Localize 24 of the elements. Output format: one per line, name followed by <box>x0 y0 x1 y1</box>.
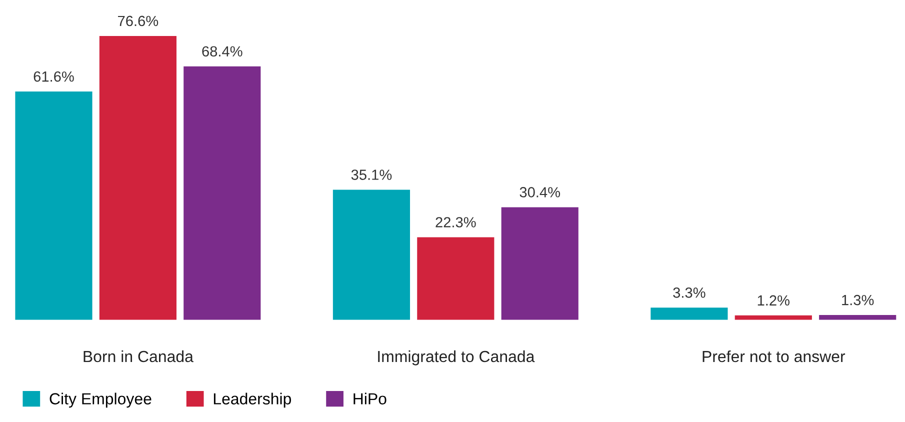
legend-label: City Employee <box>50 392 152 408</box>
data-label: 22.3% <box>436 217 476 228</box>
data-label: 35.1% <box>351 170 392 180</box>
x-tick-label: Immigrated to Canada <box>378 350 535 366</box>
data-label: 76.6% <box>118 16 158 26</box>
bar <box>99 36 176 320</box>
bar <box>15 92 92 320</box>
data-label: 1.3% <box>842 294 874 306</box>
bar <box>184 66 261 320</box>
data-label: 1.2% <box>758 295 790 306</box>
data-label: 30.4% <box>520 187 560 198</box>
bar <box>819 315 896 320</box>
legend-label: Leadership <box>214 392 292 408</box>
x-tick-label: Born in Canada <box>84 350 194 362</box>
bar <box>734 315 812 320</box>
bar <box>650 308 728 320</box>
bar <box>417 237 494 320</box>
data-label: 68.4% <box>202 46 242 57</box>
data-label: 3.3% <box>673 287 706 298</box>
bar <box>501 207 578 320</box>
data-label: 61.6% <box>34 71 74 82</box>
bar <box>332 190 410 320</box>
legend-label: HiPo <box>354 392 386 404</box>
x-tick-label: Prefer not to answer <box>702 350 846 362</box>
